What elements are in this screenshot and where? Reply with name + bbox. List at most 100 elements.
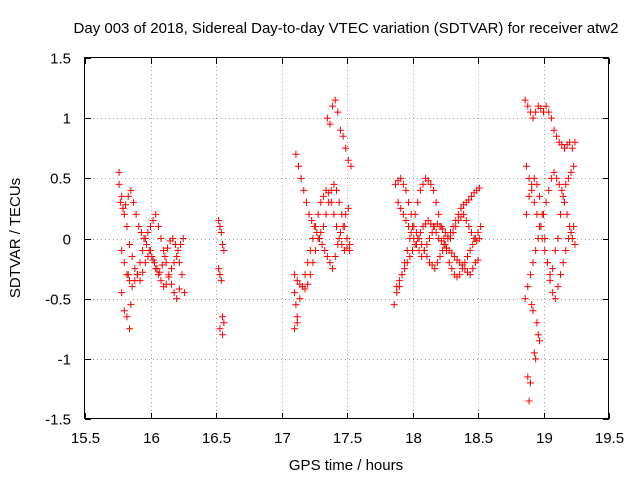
data-point [169, 235, 177, 242]
data-point [123, 222, 131, 230]
data-point [424, 177, 432, 185]
data-point [545, 186, 553, 194]
data-point [124, 192, 132, 200]
data-point [406, 253, 414, 261]
data-point [120, 210, 128, 218]
data-point [128, 253, 136, 261]
data-point [173, 295, 181, 303]
data-point [533, 319, 541, 327]
data-point [568, 144, 576, 152]
data-point [467, 228, 475, 236]
data-point [546, 271, 554, 279]
data-point [537, 222, 545, 230]
data-point [460, 210, 468, 218]
data-point [402, 216, 410, 224]
data-point [128, 283, 136, 291]
data-point [391, 180, 399, 188]
data-point [398, 271, 406, 279]
data-point [119, 204, 127, 212]
data-point [118, 247, 126, 255]
data-point [220, 247, 228, 255]
data-point [435, 210, 443, 218]
data-point [343, 235, 351, 242]
data-point [431, 265, 439, 273]
data-point [154, 222, 162, 230]
data-point [469, 241, 477, 249]
data-point [420, 247, 428, 255]
data-point [312, 247, 320, 255]
x-tick-label: 19.5 [595, 430, 624, 447]
data-point [526, 271, 534, 279]
data-point [326, 120, 334, 128]
data-point [551, 295, 559, 303]
data-point [416, 228, 424, 236]
data-point [215, 265, 223, 273]
data-point [401, 265, 409, 273]
data-point [448, 249, 456, 257]
data-point [571, 241, 579, 249]
data-point [133, 271, 141, 279]
data-point [122, 201, 130, 209]
data-point [537, 105, 545, 113]
plot-frame [84, 57, 609, 419]
data-point [526, 379, 534, 387]
data-point [147, 222, 154, 230]
data-point [543, 259, 551, 267]
data-point [542, 102, 550, 110]
data-point [457, 204, 465, 212]
data-point [326, 259, 334, 267]
data-point [131, 265, 139, 273]
data-point [528, 301, 536, 309]
data-point [390, 301, 398, 309]
data-point [571, 138, 579, 146]
y-axis-label: SDTVAR / TECUs [7, 178, 24, 298]
data-point [525, 397, 533, 405]
data-point [219, 331, 227, 339]
data-point [532, 108, 540, 116]
data-point [521, 96, 529, 104]
data-point [152, 210, 160, 218]
data-point [170, 289, 178, 297]
x-tick-label: 16 [143, 430, 160, 447]
x-tick-label: 17.5 [333, 430, 362, 447]
data-point [549, 289, 557, 297]
data-point [562, 180, 570, 188]
data-point [160, 247, 168, 255]
data-point [525, 192, 533, 200]
data-point [347, 162, 355, 170]
data-point [440, 241, 448, 249]
data-point [452, 222, 460, 230]
data-point [126, 325, 134, 333]
data-point [542, 198, 550, 206]
data-point [465, 222, 473, 230]
data-point [466, 271, 474, 279]
data-point [330, 180, 338, 188]
data-point [174, 247, 182, 255]
data-point [416, 186, 424, 194]
data-point [344, 156, 352, 164]
data-point [293, 277, 301, 285]
data-point [397, 174, 405, 182]
data-point [145, 247, 153, 255]
data-point [429, 186, 437, 194]
data-point [405, 222, 413, 230]
data-point [439, 247, 447, 255]
data-point [419, 180, 427, 188]
data-point [297, 174, 305, 182]
data-point [340, 222, 348, 230]
data-point [181, 289, 189, 297]
data-point [399, 210, 407, 218]
data-point [394, 198, 402, 206]
data-point [336, 126, 344, 134]
data-point [456, 271, 464, 279]
data-point [150, 259, 158, 267]
data-point [536, 192, 544, 200]
data-point [545, 108, 553, 116]
data-point [317, 198, 325, 206]
data-point [319, 222, 327, 230]
data-point [437, 237, 445, 245]
data-point [293, 319, 301, 327]
data-point [124, 271, 132, 279]
data-point [570, 222, 578, 230]
data-point [567, 228, 575, 236]
